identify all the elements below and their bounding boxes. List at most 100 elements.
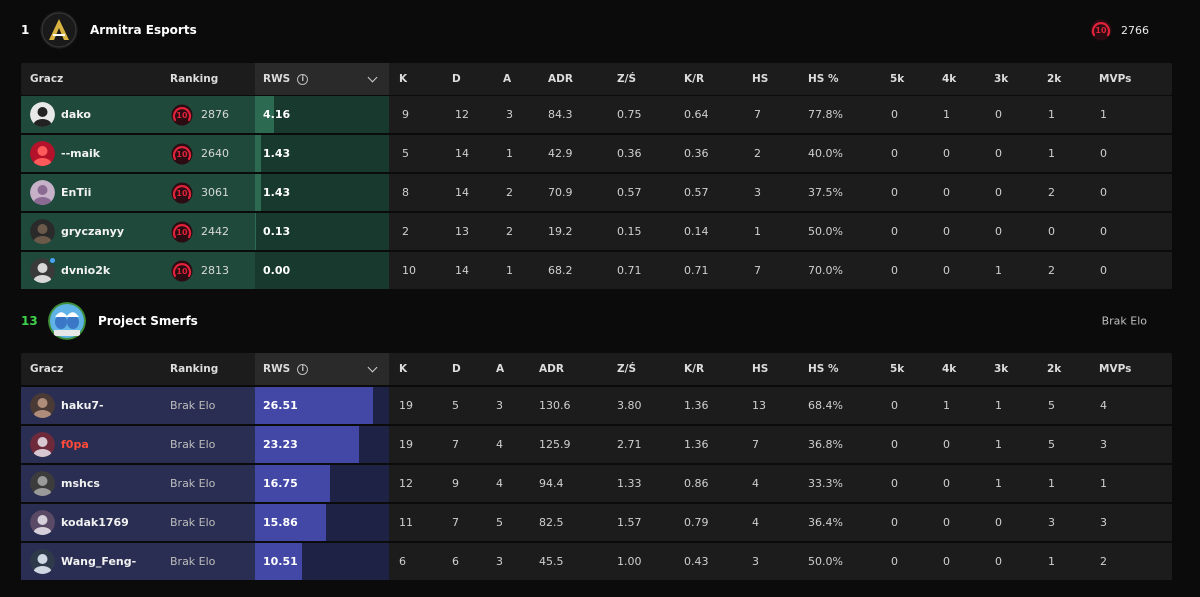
stat-adr: 94.4 bbox=[539, 477, 564, 490]
stat-d: 7 bbox=[452, 438, 459, 451]
team-name[interactable]: Project Smerfs bbox=[98, 314, 198, 328]
col-5k[interactable]: 5k bbox=[890, 73, 905, 85]
player-name[interactable]: f0pa bbox=[61, 438, 89, 451]
player-name[interactable]: Wang_Feng- bbox=[61, 555, 137, 568]
stat-k4: 0 bbox=[943, 555, 950, 568]
col-rws[interactable]: RWS i bbox=[263, 353, 309, 385]
player-avatar[interactable] bbox=[30, 471, 55, 496]
stat-mvps: 2 bbox=[1100, 555, 1107, 568]
col-d[interactable]: D bbox=[452, 73, 461, 85]
player-row[interactable]: gryczanyy 10 2442 0.13 2 13 2 19.2 0.15 0.14 1 50.0… bbox=[21, 213, 1172, 250]
col-ranking[interactable]: Ranking bbox=[170, 73, 219, 85]
col-a[interactable]: A bbox=[503, 73, 512, 85]
player-row[interactable]: dako 10 2876 4.16 9 12 3 84.3 0.75 0.64 7 77.8% 0 1 0 1… bbox=[21, 96, 1172, 133]
stat-k4: 0 bbox=[943, 477, 950, 490]
col-k[interactable]: K bbox=[399, 73, 408, 85]
team-logo-armitra[interactable] bbox=[40, 11, 78, 49]
col-3k[interactable]: 3k bbox=[994, 363, 1009, 375]
player-row[interactable]: EnTii 10 3061 1.43 8 14 2 70.9 0.57 0.57 3 37.5% 0 0 0… bbox=[21, 174, 1172, 211]
col-kr[interactable]: K/R bbox=[684, 73, 705, 85]
player-name[interactable]: haku7- bbox=[61, 399, 104, 412]
player-row[interactable]: dvnio2k 10 2813 0.00 10 14 1 68.2 0.71 0.71 7 70.0%… bbox=[21, 252, 1172, 289]
col-hs-pct[interactable]: HS % bbox=[808, 363, 839, 375]
player-row[interactable]: kodak1769 Brak Elo 15.86 11 7 5 82.5 1.57 0.79 4 3… bbox=[21, 504, 1172, 541]
stat-k: 6 bbox=[399, 555, 406, 568]
svg-text:10: 10 bbox=[176, 267, 188, 276]
col-2k[interactable]: 2k bbox=[1047, 363, 1062, 375]
player-avatar[interactable] bbox=[30, 180, 55, 205]
stat-k3: 0 bbox=[995, 186, 1002, 199]
team-header: 1 Armitra Esports 10 2766 bbox=[0, 10, 1200, 50]
info-icon[interactable]: i bbox=[297, 363, 309, 375]
col-hs[interactable]: HS bbox=[752, 363, 769, 375]
col-zs[interactable]: Z/Ś bbox=[617, 73, 637, 85]
col-adr[interactable]: ADR bbox=[548, 73, 573, 85]
col-k[interactable]: K bbox=[399, 363, 408, 375]
player-elo: 2813 bbox=[201, 264, 229, 277]
player-row[interactable]: f0pa Brak Elo 23.23 19 7 4 125.9 2.71 1.36 7 36.8%… bbox=[21, 426, 1172, 463]
stat-k: 19 bbox=[399, 399, 413, 412]
team-elo-text: Brak Elo bbox=[1101, 314, 1147, 328]
col-hs-pct[interactable]: HS % bbox=[808, 73, 839, 85]
stat-hs: 1 bbox=[754, 225, 761, 238]
player-rws: 26.51 bbox=[263, 399, 298, 412]
player-name[interactable]: EnTii bbox=[61, 186, 92, 199]
player-elo-text: Brak Elo bbox=[170, 477, 216, 490]
col-zs[interactable]: Z/Ś bbox=[617, 363, 637, 375]
col-ranking[interactable]: Ranking bbox=[170, 363, 219, 375]
player-avatar[interactable] bbox=[30, 393, 55, 418]
col-3k[interactable]: 3k bbox=[994, 73, 1009, 85]
player-name[interactable]: mshcs bbox=[61, 477, 100, 490]
player-name[interactable]: dvnio2k bbox=[61, 264, 111, 277]
player-elo: 2442 bbox=[201, 225, 229, 238]
col-hs[interactable]: HS bbox=[752, 73, 769, 85]
stat-k2: 2 bbox=[1048, 264, 1055, 277]
stat-kr: 0.57 bbox=[684, 186, 709, 199]
stat-k4: 0 bbox=[943, 225, 950, 238]
player-avatar[interactable] bbox=[30, 102, 55, 127]
col-kr[interactable]: K/R bbox=[684, 363, 705, 375]
player-avatar[interactable] bbox=[30, 258, 55, 283]
player-rws: 10.51 bbox=[263, 555, 298, 568]
col-4k[interactable]: 4k bbox=[942, 73, 957, 85]
info-icon[interactable]: i bbox=[297, 73, 309, 85]
col-d[interactable]: D bbox=[452, 363, 461, 375]
player-avatar[interactable] bbox=[30, 549, 55, 574]
stat-k5: 0 bbox=[891, 555, 898, 568]
player-name[interactable]: dako bbox=[61, 108, 91, 121]
col-mvps[interactable]: MVPs bbox=[1099, 73, 1132, 85]
player-row[interactable]: --maik 10 2640 1.43 5 14 1 42.9 0.36 0.36 2 40.0% 0 0… bbox=[21, 135, 1172, 172]
player-avatar[interactable] bbox=[30, 510, 55, 535]
col-2k[interactable]: 2k bbox=[1047, 73, 1062, 85]
player-name[interactable]: kodak1769 bbox=[61, 516, 129, 529]
player-row[interactable]: Wang_Feng- Brak Elo 10.51 6 6 3 45.5 1.00 0.43 3 5… bbox=[21, 543, 1172, 580]
col-4k[interactable]: 4k bbox=[942, 363, 957, 375]
col-player[interactable]: Gracz bbox=[30, 363, 64, 375]
col-rws[interactable]: RWS i bbox=[263, 63, 309, 95]
col-5k[interactable]: 5k bbox=[890, 363, 905, 375]
player-row[interactable]: mshcs Brak Elo 16.75 12 9 4 94.4 1.33 0.86 4 33.3%… bbox=[21, 465, 1172, 502]
col-player[interactable]: Gracz bbox=[30, 73, 64, 85]
stat-mvps: 0 bbox=[1100, 225, 1107, 238]
col-mvps[interactable]: MVPs bbox=[1099, 363, 1132, 375]
player-elo-text: Brak Elo bbox=[170, 399, 216, 412]
stat-a: 3 bbox=[496, 399, 503, 412]
player-name[interactable]: gryczanyy bbox=[61, 225, 124, 238]
rws-header-bg bbox=[255, 63, 389, 95]
col-a[interactable]: A bbox=[496, 363, 505, 375]
player-avatar[interactable] bbox=[30, 432, 55, 457]
team-logo-smerfs[interactable] bbox=[48, 302, 86, 340]
stat-mvps: 0 bbox=[1100, 147, 1107, 160]
stat-k3: 1 bbox=[995, 399, 1002, 412]
player-row[interactable]: haku7- Brak Elo 26.51 19 5 3 130.6 3.80 1.36 13 68… bbox=[21, 387, 1172, 424]
player-avatar[interactable] bbox=[30, 141, 55, 166]
stat-k4: 0 bbox=[943, 516, 950, 529]
player-name[interactable]: --maik bbox=[61, 147, 101, 160]
table-header: Gracz Ranking RWS i K D A ADR Z/Ś K/R HS… bbox=[21, 63, 1172, 95]
stat-k2: 0 bbox=[1048, 225, 1055, 238]
player-avatar[interactable] bbox=[30, 219, 55, 244]
stat-k4: 1 bbox=[943, 108, 950, 121]
team-name[interactable]: Armitra Esports bbox=[90, 23, 197, 37]
stat-k: 19 bbox=[399, 438, 413, 451]
col-adr[interactable]: ADR bbox=[539, 363, 564, 375]
